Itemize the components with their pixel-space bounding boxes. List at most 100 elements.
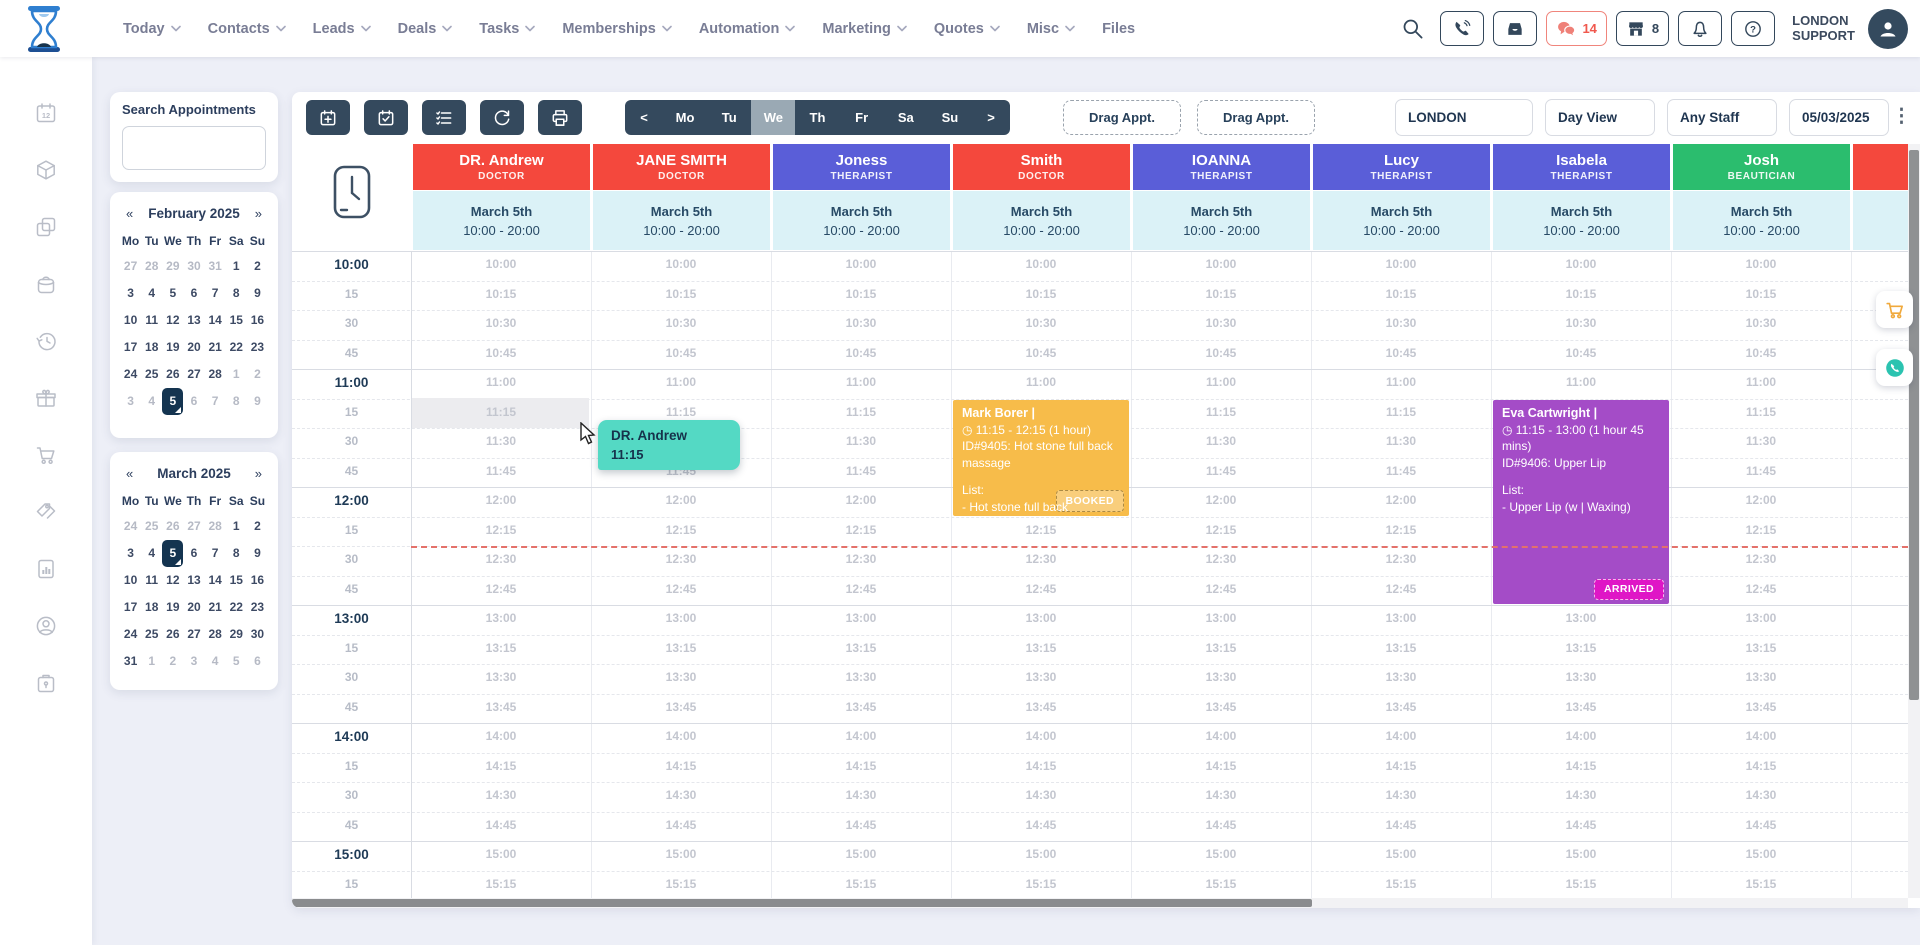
calendar-day[interactable]: 20 (187, 600, 201, 614)
calendar-day[interactable]: 4 (148, 286, 156, 300)
next-day-icon[interactable]: > (987, 110, 995, 125)
time-slot-cell[interactable]: 15:15 (485, 876, 517, 891)
time-slot-cell[interactable]: 14:30 (845, 788, 877, 802)
user-account-icon[interactable] (34, 614, 58, 638)
next-month-icon[interactable]: » (254, 466, 262, 481)
quick-cart-button[interactable] (1876, 291, 1913, 328)
nav-item-contacts[interactable]: Contacts (208, 21, 286, 37)
calendar-day[interactable]: 20 (187, 340, 201, 354)
time-slot-cell[interactable]: 10:00 (485, 257, 517, 271)
calendar-day[interactable]: 3 (190, 654, 198, 668)
refresh-button[interactable] (480, 100, 524, 135)
time-slot-cell[interactable]: 14:15 (1745, 758, 1777, 773)
location-dropdown[interactable]: LONDON (1395, 99, 1533, 136)
schedule-clock-icon[interactable] (332, 164, 372, 220)
time-slot-cell[interactable]: 10:30 (1565, 316, 1597, 330)
time-slot-cell[interactable]: 11:45 (845, 463, 877, 478)
calendar-day[interactable]: 23 (250, 600, 265, 614)
calendar-day[interactable]: 5 (232, 654, 240, 668)
time-slot-cell[interactable]: 14:15 (1025, 758, 1057, 773)
time-slot-cell[interactable]: 11:30 (485, 434, 517, 448)
calendar-day[interactable]: 3 (127, 546, 134, 560)
time-slot-cell[interactable]: 11:45 (1745, 463, 1777, 478)
calendar-day[interactable]: 22 (229, 600, 243, 614)
calendar-day[interactable]: 10 (123, 573, 138, 587)
time-slot-cell[interactable]: 12:30 (1745, 552, 1777, 566)
calendar-day[interactable]: 6 (254, 654, 261, 668)
notifications-button[interactable] (1678, 11, 1723, 46)
time-slot-cell[interactable]: 11:45 (1385, 463, 1417, 478)
calendar-day[interactable]: 27 (187, 519, 201, 533)
time-slot-cell[interactable]: 10:30 (1205, 316, 1237, 330)
time-slot-cell[interactable]: 14:30 (1565, 788, 1597, 802)
time-slot-cell[interactable]: 12:15 (665, 522, 697, 537)
prev-day-icon[interactable]: < (640, 110, 648, 125)
nav-item-misc[interactable]: Misc (1027, 21, 1075, 37)
store-button[interactable]: 8 (1615, 11, 1670, 46)
time-slot-cell[interactable]: 15:00 (665, 847, 697, 861)
calendar-day[interactable]: 26 (166, 519, 180, 533)
calendar-day[interactable]: 29 (166, 259, 180, 273)
time-slot-cell[interactable]: 15:15 (1385, 876, 1417, 891)
time-slot-cell[interactable]: 12:00 (1745, 493, 1777, 507)
calendar-day[interactable]: 9 (254, 546, 261, 560)
time-slot-cell[interactable]: 13:45 (665, 699, 697, 714)
time-slot-cell[interactable]: 12:45 (1025, 581, 1057, 596)
time-slot-cell[interactable]: 13:00 (1205, 611, 1237, 625)
time-slot-cell[interactable]: 14:30 (1025, 788, 1057, 802)
prev-month-icon[interactable]: « (126, 206, 134, 221)
time-slot-cell[interactable]: 10:30 (665, 316, 697, 330)
calendar-day[interactable]: 13 (187, 313, 201, 327)
time-slot-cell[interactable]: 10:30 (1025, 316, 1057, 330)
calendar-day[interactable]: 5 (169, 286, 177, 300)
time-slot-cell[interactable]: 11:30 (1205, 434, 1237, 448)
time-slot-cell[interactable]: 14:15 (1205, 758, 1237, 773)
prev-month-icon[interactable]: « (126, 466, 134, 481)
time-slot-cell[interactable]: 15:00 (1565, 847, 1597, 861)
staff-column-header[interactable]: Joness THERAPIST (773, 144, 950, 190)
time-slot-cell[interactable]: 11:00 (845, 375, 877, 389)
calendar-day[interactable]: 25 (145, 367, 159, 381)
calendar-day[interactable]: 6 (190, 286, 198, 300)
calendar-day[interactable]: 25 (145, 519, 159, 533)
calendar-day[interactable]: 28 (145, 259, 159, 273)
time-slot-cell[interactable]: 14:00 (485, 729, 517, 743)
staff-column-header[interactable]: Josh BEAUTICIAN (1673, 144, 1850, 190)
calendar-day[interactable]: 31 (123, 654, 138, 668)
calendar-day[interactable]: 3 (127, 394, 134, 408)
time-slot-cell[interactable]: 12:30 (1385, 552, 1417, 566)
time-slot-cell[interactable]: 10:30 (845, 316, 877, 330)
calendar-day[interactable]: 30 (187, 259, 201, 273)
time-slot-cell[interactable]: 12:00 (485, 493, 517, 507)
time-slot-cell[interactable]: 10:15 (1745, 286, 1777, 301)
calendar-day[interactable]: 16 (250, 313, 265, 327)
time-slot-cell[interactable]: 13:00 (845, 611, 877, 625)
calendar-day[interactable]: 28 (208, 627, 222, 641)
time-slot-cell[interactable]: 11:00 (1565, 375, 1597, 389)
time-slot-cell[interactable]: 15:15 (1025, 876, 1057, 891)
staff-column-header[interactable]: DR. Andrew DOCTOR (413, 144, 590, 190)
time-slot-cell[interactable]: 10:00 (845, 257, 877, 271)
calendar-day[interactable]: 24 (123, 519, 138, 533)
vertical-scrollbar[interactable] (1908, 144, 1920, 898)
time-slot-cell[interactable]: 12:30 (1025, 552, 1057, 566)
time-slot-cell[interactable]: 10:15 (485, 286, 517, 301)
calendar-day[interactable]: 2 (169, 654, 177, 668)
nav-item-deals[interactable]: Deals (398, 21, 453, 37)
time-slot-cell[interactable]: 13:15 (665, 640, 697, 655)
view-dropdown[interactable]: Day View (1545, 99, 1655, 136)
locker-icon[interactable] (34, 671, 58, 695)
selected-day[interactable]: 5 (162, 540, 184, 567)
time-slot-cell[interactable]: 12:00 (665, 493, 697, 507)
time-slot-cell[interactable]: 10:45 (1565, 345, 1597, 360)
time-slot-cell[interactable]: 11:15 (845, 404, 877, 419)
calendar-day[interactable]: 14 (208, 573, 222, 587)
calendar-day[interactable]: 28 (208, 367, 222, 381)
search-appointments-input[interactable] (122, 126, 266, 170)
staff-column-header[interactable]: Smith DOCTOR (953, 144, 1130, 190)
next-month-icon[interactable]: » (254, 206, 262, 221)
nav-item-today[interactable]: Today (123, 21, 181, 37)
time-slot-cell[interactable]: 14:15 (1565, 758, 1597, 773)
nav-item-automation[interactable]: Automation (699, 21, 796, 37)
new-appointment-button[interactable] (306, 100, 350, 135)
